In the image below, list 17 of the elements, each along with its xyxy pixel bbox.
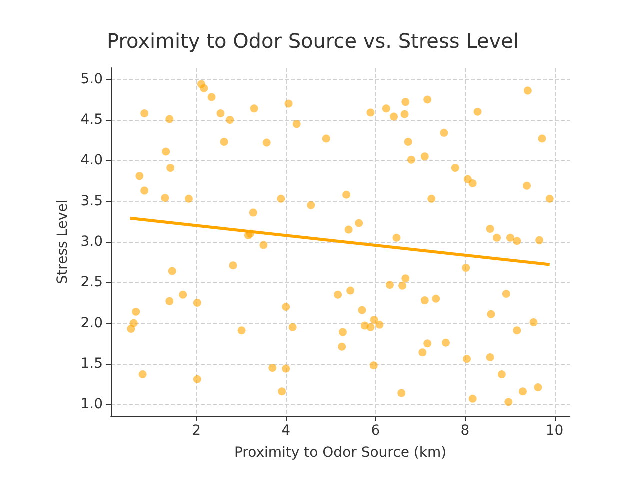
- y-tick-label: 2.5: [80, 274, 103, 291]
- x-tick-label: 8: [460, 423, 470, 439]
- x-tick-label: 2: [192, 423, 201, 439]
- x-tick-label: 6: [371, 423, 380, 439]
- y-tick-label: 1.5: [80, 356, 103, 372]
- y-tick-label: 4.5: [80, 112, 103, 128]
- x-tick-label: 10: [546, 423, 564, 439]
- y-tick-label: 2.0: [80, 315, 103, 332]
- y-tick-label: 4.0: [80, 152, 103, 169]
- y-tick-label: 3.0: [80, 234, 103, 250]
- x-tick-label: 4: [282, 423, 291, 439]
- x-axis-title: Proximity to Odor Source (km): [234, 445, 447, 461]
- y-tick-label: 3.5: [80, 193, 103, 210]
- chart-title: Proximity to Odor Source vs. Stress Level: [107, 29, 519, 53]
- y-tick-label: 5.0: [80, 71, 103, 88]
- y-tick-label: 1.0: [80, 396, 103, 413]
- y-axis-title: Stress Level: [54, 200, 71, 284]
